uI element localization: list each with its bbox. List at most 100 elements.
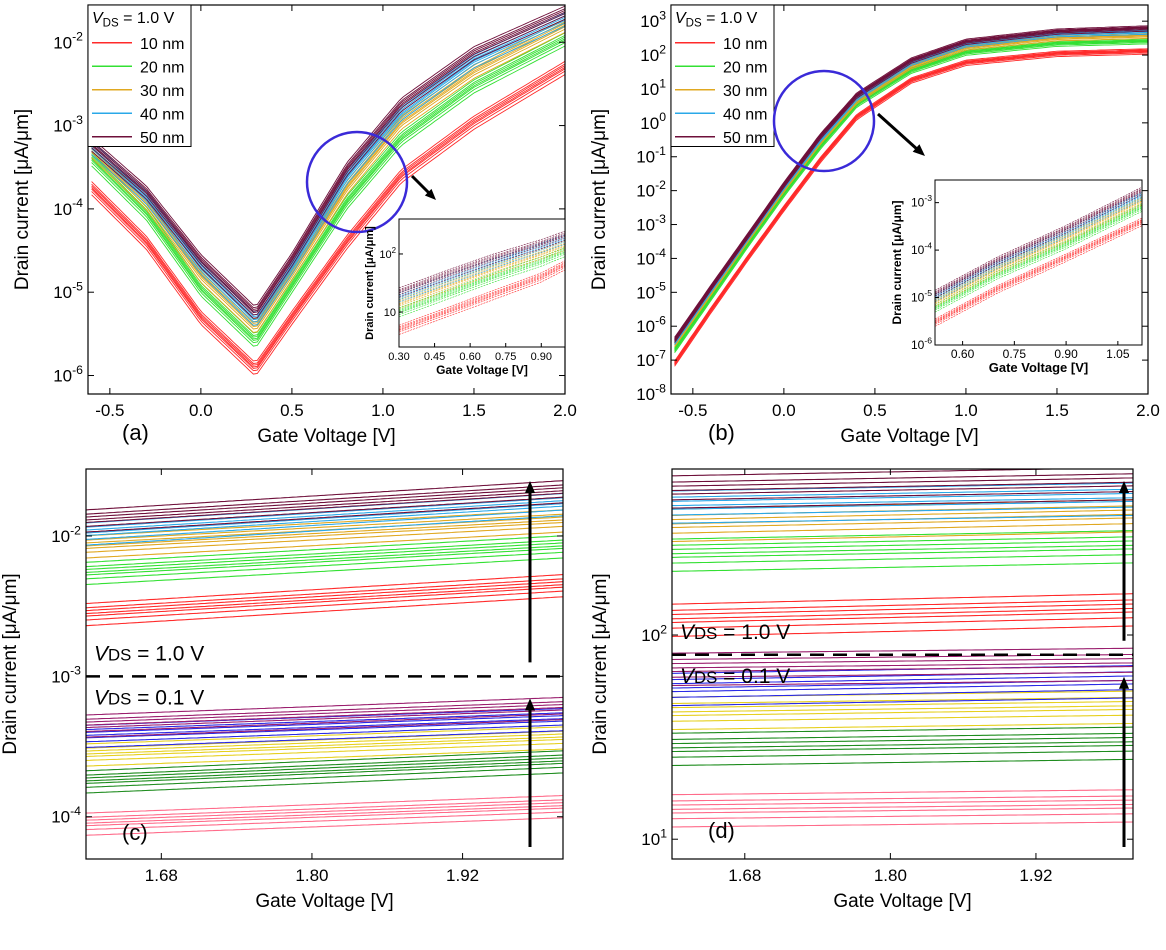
- inset-frame: [398, 218, 566, 348]
- curves: [86, 480, 563, 836]
- series-line-10nm-1: [86, 596, 563, 627]
- series-line-10nm-3: [86, 586, 563, 617]
- series-line-10nm-4: [86, 584, 563, 615]
- curves: [674, 25, 1148, 367]
- series-line-50nm-1: [674, 30, 1148, 343]
- series-line-20nm-4: [86, 545, 563, 573]
- series-line-30nm-1: [86, 531, 563, 559]
- y-axis-label: Drain current [μA/μm]: [589, 109, 610, 290]
- series-line-20nm-6: [86, 539, 563, 568]
- inset-series-10nm-2: [935, 223, 1142, 325]
- series-line-10nm-1: [91, 74, 565, 375]
- series-line-50nm-5: [672, 658, 1133, 665]
- x-tick-label: 0.5: [280, 401, 304, 420]
- inset-y-tick-label: 10-4: [911, 241, 932, 257]
- inset-series-10nm-1: [399, 269, 565, 335]
- series-line-20nm-6: [672, 732, 1133, 740]
- inset-series-30nm-6: [935, 198, 1142, 301]
- y-tick-label: 103: [640, 9, 666, 32]
- series-line-40nm-4: [86, 718, 563, 736]
- panel-label: (a): [122, 420, 149, 445]
- series-line-40nm-3: [86, 505, 563, 537]
- series-line-20nm-7: [672, 530, 1133, 540]
- inset-x-tick-label: 0.75: [495, 351, 516, 363]
- legend-title: VDS = 1.0 V: [675, 10, 758, 30]
- inset-x-tick-label: 0.30: [388, 351, 409, 363]
- inset-series-30nm-7: [399, 241, 565, 300]
- series-line-10nm-5: [672, 603, 1133, 616]
- series-line-20nm-3: [672, 744, 1133, 753]
- x-tick-label: 0.0: [772, 401, 796, 420]
- x-axis-label: Gate Voltage [V]: [255, 891, 393, 912]
- highlight-circle: [772, 69, 876, 173]
- series-line-50nm-1: [86, 502, 563, 533]
- inset-series-50nm-7: [935, 186, 1142, 291]
- series-line-50nm-7: [672, 647, 1133, 654]
- inset-series-50nm-6: [399, 232, 565, 290]
- inset-curves: [399, 230, 565, 335]
- inset-series-50nm-6: [935, 188, 1142, 293]
- series-line-30nm-2: [86, 742, 563, 761]
- series-line-50nm-2: [86, 713, 563, 733]
- series-line-40nm-1: [91, 25, 565, 326]
- series-line-30nm-3: [672, 517, 1133, 529]
- inset-series-40nm-1: [935, 199, 1142, 302]
- inset-series-10nm-5: [935, 220, 1142, 322]
- inset-series-20nm-5: [399, 250, 565, 312]
- inset-background: [935, 180, 1142, 345]
- vds-low-label: VDS = 0.1 V: [680, 665, 790, 688]
- inset-x-tick-label: 0.90: [1054, 347, 1078, 361]
- zoom-arrow: [876, 112, 920, 152]
- series-line-10nm-6: [672, 795, 1133, 802]
- inset-series-10nm-3: [399, 265, 565, 331]
- inset-series-30nm-2: [935, 202, 1142, 305]
- series-line-30nm-1: [672, 722, 1133, 731]
- series-line-50nm-4: [672, 481, 1133, 492]
- series-line-10nm-2: [91, 70, 565, 372]
- series-line-10nm-3: [672, 611, 1133, 624]
- y-tick-label: 102: [641, 622, 667, 645]
- inset-series-20nm-7: [399, 247, 565, 309]
- inset-series-50nm-1: [399, 240, 565, 298]
- series-line-10nm-3: [91, 68, 565, 369]
- series-line-50nm-7: [91, 5, 565, 306]
- legend-box: [87, 4, 192, 147]
- y-tick-label: 10-8: [636, 381, 666, 404]
- series-line-10nm-5: [86, 581, 563, 612]
- series-line-10nm-5: [86, 802, 563, 821]
- series-line-40nm-6: [672, 488, 1133, 498]
- inset-background: [399, 219, 565, 347]
- inset-series-40nm-5: [935, 194, 1142, 297]
- series-line-50nm-6: [674, 26, 1148, 339]
- increase-arrow-high-head: [1118, 481, 1130, 493]
- panel-b: -0.5 0.0 0.5 1.0 1.5 2.0 10-8 10-7 10-6 10-5 10-4 1…: [589, 4, 1160, 447]
- series-line-40nm-1: [86, 730, 563, 748]
- series-line-40nm-2: [672, 689, 1133, 698]
- series-line-20nm-1: [86, 772, 563, 794]
- series-line-50nm-2: [674, 29, 1148, 342]
- increase-arrow-high-head: [524, 481, 536, 493]
- inset-series-10nm-7: [399, 260, 565, 326]
- series-line-50nm-1: [672, 499, 1133, 509]
- series-line-50nm-6: [86, 484, 563, 515]
- panel-label: (b): [708, 420, 735, 445]
- series-line-10nm-2: [86, 590, 563, 621]
- series-line-30nm-3: [86, 738, 563, 758]
- series-line-20nm-2: [672, 554, 1133, 564]
- series-line-30nm-7: [86, 509, 563, 537]
- legend-label-50nm: 50 nm: [140, 130, 184, 147]
- series-line-50nm-2: [672, 671, 1133, 678]
- series-line-50nm-1: [91, 18, 565, 319]
- zoom-arrow-head: [424, 188, 436, 200]
- inset-y-tick-label: 10-6: [911, 336, 932, 352]
- inset-series-20nm-6: [399, 248, 565, 310]
- y-tick-label: 102: [640, 42, 666, 65]
- y-tick-label: 10-4: [51, 804, 81, 827]
- series-line-30nm-5: [86, 733, 563, 752]
- series-line-50nm-7: [674, 25, 1148, 338]
- series-line-20nm-7: [672, 726, 1133, 734]
- y-tick-label: 10-5: [53, 280, 83, 303]
- inset-series-20nm-4: [935, 206, 1142, 309]
- series-line-10nm-2: [672, 813, 1133, 820]
